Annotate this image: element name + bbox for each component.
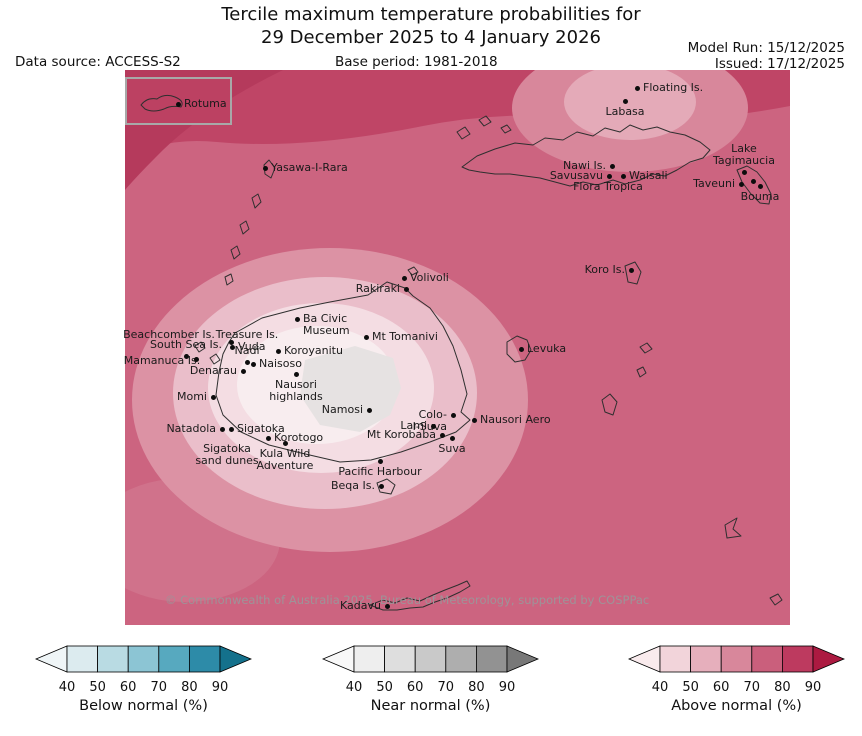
vanua-levu-coastline	[461, 124, 711, 187]
small-island-1	[636, 366, 647, 378]
legend-tick: 80	[774, 680, 791, 695]
rotuma-coastline	[140, 94, 183, 112]
small-island-7	[769, 593, 783, 606]
legend-colorbar	[627, 645, 846, 673]
legend-tick: 40	[345, 680, 363, 695]
legend-below-normal: 40 50 60 70 80 90 Below normal (%)	[34, 645, 253, 714]
near-normal-gray-patch	[300, 346, 401, 432]
map-shading-svg	[90, 44, 790, 625]
data-source-label: Data source: ACCESS-S2	[15, 54, 181, 70]
legend-tick: 60	[119, 680, 137, 695]
small-island-4	[500, 124, 512, 134]
issued-label: Issued: 17/12/2025	[714, 56, 845, 72]
fiji-probability-map	[90, 44, 790, 625]
kadavu-coastline	[369, 580, 471, 611]
gau-coastline	[601, 393, 618, 416]
legend-tick: 40	[651, 680, 669, 695]
legend-title: Below normal (%)	[79, 698, 208, 714]
legend-tick: 70	[150, 680, 168, 695]
coastlines	[194, 115, 783, 611]
koro-coastline	[624, 261, 642, 285]
legend-title: Above normal (%)	[671, 698, 802, 714]
page-title-line2: 29 December 2025 to 4 January 2026	[261, 27, 601, 48]
ovalau-coastline	[506, 335, 532, 363]
legend-ticks: 40 50 60 70 80 90	[628, 680, 845, 697]
rotuma-inset-shading	[127, 79, 230, 123]
legend-tick: 90	[804, 680, 822, 695]
beqa-coastline	[376, 478, 396, 495]
legend-tick: 70	[743, 680, 761, 695]
yasawa-island-1	[263, 159, 276, 179]
yasawa-island-3	[239, 220, 250, 235]
mamanuca-island-1	[194, 341, 206, 353]
legend-tick: 70	[437, 680, 455, 695]
legend-tick: 90	[498, 680, 516, 695]
legend-tick: 50	[376, 680, 393, 695]
yasawa-island-4	[230, 245, 241, 260]
copyright-notice: © Commonwealth of Australia 2025, Bureau…	[165, 593, 650, 607]
legend-tick: 40	[58, 680, 76, 695]
legend-ticks: 40 50 60 70 80 90	[35, 680, 252, 697]
mamanuca-island-2	[209, 353, 221, 365]
legend-tick: 50	[89, 680, 106, 695]
base-period-label: Base period: 1981-2018	[335, 54, 498, 70]
yasawa-island-2	[251, 193, 262, 209]
small-island-8	[639, 342, 653, 354]
small-island-3	[478, 115, 492, 127]
legend-above-normal: 40 50 60 70 80 90 Above normal (%)	[627, 645, 846, 714]
legend-title: Near normal (%)	[370, 698, 491, 714]
small-island-2	[456, 126, 471, 140]
legend-tick: 50	[682, 680, 699, 695]
legend-colorbar	[34, 645, 253, 673]
yasawa-island-5	[224, 273, 234, 286]
viti-levu-coastline	[215, 281, 471, 463]
small-island-6	[724, 517, 742, 539]
legend-colorbar	[321, 645, 540, 673]
light-shading-vanua-levu-inner	[564, 64, 696, 140]
page-title-line1: Tercile maximum temperature probabilitie…	[221, 4, 641, 25]
legend-tick: 80	[468, 680, 485, 695]
legend-near-normal: 40 50 60 70 80 90 Near normal (%)	[321, 645, 540, 714]
legend-tick: 80	[181, 680, 198, 695]
small-island-5	[407, 266, 419, 276]
taveuni-coastline	[736, 165, 772, 205]
legend-tick: 60	[406, 680, 424, 695]
legend-tick: 90	[211, 680, 229, 695]
rotuma-inset	[125, 77, 232, 125]
legend-ticks: 40 50 60 70 80 90	[322, 680, 539, 697]
legend-tick: 60	[712, 680, 730, 695]
model-run-label: Model Run: 15/12/2025	[687, 40, 845, 56]
rotuma-inset-svg	[127, 79, 230, 123]
